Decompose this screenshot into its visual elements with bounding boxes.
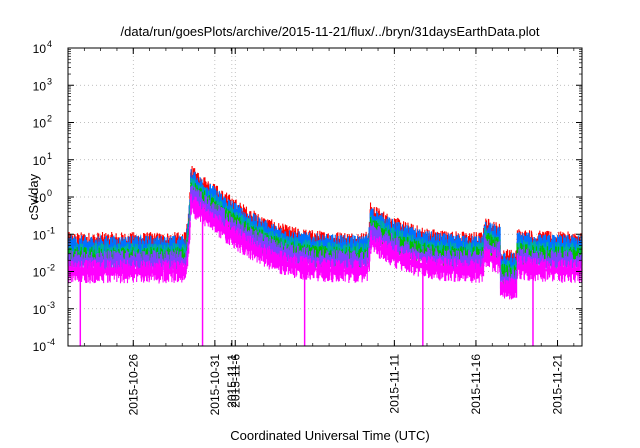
y-tick-exponent: -1 [47,225,55,235]
y-tick-exponent: 1 [47,151,52,161]
y-tick-exponent: 2 [47,114,52,124]
y-tick-exponent: -2 [47,263,55,273]
y-tick-exponent: 4 [47,39,52,49]
x-tick-label: 2015-11-16 [469,354,483,415]
y-tick-label: 10 [33,191,47,205]
y-tick-label: 10 [33,154,47,168]
y-tick-exponent: 3 [47,76,52,86]
y-tick-label: 10 [33,303,47,317]
x-tick-label: 2015-11-1 [225,354,239,408]
y-tick-label: 10 [33,79,47,93]
x-tick-label: 2015-10-31 [208,354,222,416]
y-axis-label: cSv/day [26,173,41,220]
x-tick-label: 2015-10-26 [126,354,140,416]
y-tick-label: 10 [33,228,47,242]
x-tick-label: 2015-11-11 [387,354,401,414]
y-tick-exponent: -4 [47,337,55,347]
plot-area [67,165,583,346]
y-tick-exponent: -3 [47,300,55,310]
chart-title: /data/run/goesPlots/archive/2015-11-21/f… [121,24,540,39]
y-tick-label: 10 [33,340,47,354]
x-tick-label: 2015-11-6 [228,354,242,408]
grid [68,48,582,346]
x-axis-label: Coordinated Universal Time (UTC) [230,428,429,443]
x-tick-label: 2015-11-21 [551,354,565,415]
y-tick-label: 10 [33,266,47,280]
y-tick-label: 10 [33,42,47,56]
y-tick-label: 10 [33,117,47,131]
y-tick-exponent: 0 [47,188,52,198]
